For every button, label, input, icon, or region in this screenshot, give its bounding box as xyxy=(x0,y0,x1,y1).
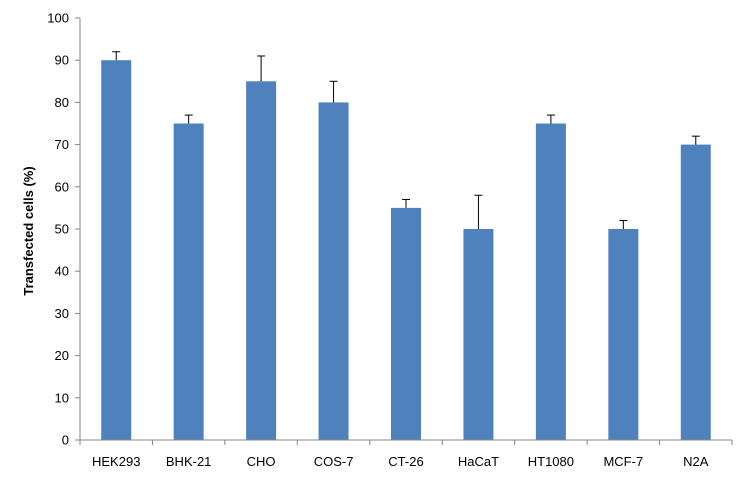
bar-ct-26 xyxy=(391,207,421,440)
x-tick-label: HaCaT xyxy=(458,454,499,469)
bar-n2a xyxy=(680,144,711,440)
y-tick-label: 100 xyxy=(47,11,69,26)
bar-ht1080 xyxy=(535,123,566,440)
x-tick-label: N2A xyxy=(683,454,709,469)
x-tick-label: COS-7 xyxy=(314,454,354,469)
error-bar-cos-7 xyxy=(329,80,338,103)
error-bars-group xyxy=(112,51,700,229)
bar-cos-7 xyxy=(318,102,349,441)
x-tick-label: HT1080 xyxy=(528,454,574,469)
y-tick-label: 80 xyxy=(55,95,69,110)
bar-bhk-21 xyxy=(173,123,204,440)
y-ticks-group: 0 10 20 30 40 50 60 70 80 90 100 xyxy=(47,11,80,448)
x-tick-label: MCF-7 xyxy=(603,454,643,469)
y-tick-label: 90 xyxy=(55,53,69,68)
bar-hacat xyxy=(463,229,494,440)
y-tick-label: 0 xyxy=(62,433,69,448)
error-bar-ht1080 xyxy=(546,114,555,124)
y-tick-label: 70 xyxy=(55,137,69,152)
y-tick-label: 50 xyxy=(55,222,69,237)
y-tick-label: 30 xyxy=(55,306,69,321)
x-ticks-group: HEK293 BHK-21 CHO COS-7 CT-26 HaCaT HT1080 MCF-… xyxy=(79,440,733,469)
x-tick-label: CT-26 xyxy=(388,454,423,469)
y-tick-label: 20 xyxy=(55,348,69,363)
error-bar-cho xyxy=(257,55,266,82)
error-bar-n2a xyxy=(691,135,700,145)
y-tick-label: 40 xyxy=(55,264,69,279)
error-bar-mcf-7 xyxy=(619,220,628,229)
bars-group xyxy=(101,60,711,441)
bar-mcf-7 xyxy=(608,229,639,440)
bar-hek293 xyxy=(101,60,132,440)
error-bar-ct-26 xyxy=(402,198,410,208)
x-tick-label: BHK-21 xyxy=(166,454,212,469)
y-axis-title: Transfected cells (%) xyxy=(21,166,36,295)
error-bar-hacat xyxy=(474,194,483,229)
y-tick-label: 10 xyxy=(55,390,69,405)
y-tick-label: 60 xyxy=(55,179,69,194)
error-bar-bhk-21 xyxy=(184,114,193,124)
x-tick-label: HEK293 xyxy=(92,454,140,469)
bar-cho xyxy=(246,81,277,441)
x-tick-label: CHO xyxy=(247,454,276,469)
error-bar-hek293 xyxy=(112,51,121,61)
